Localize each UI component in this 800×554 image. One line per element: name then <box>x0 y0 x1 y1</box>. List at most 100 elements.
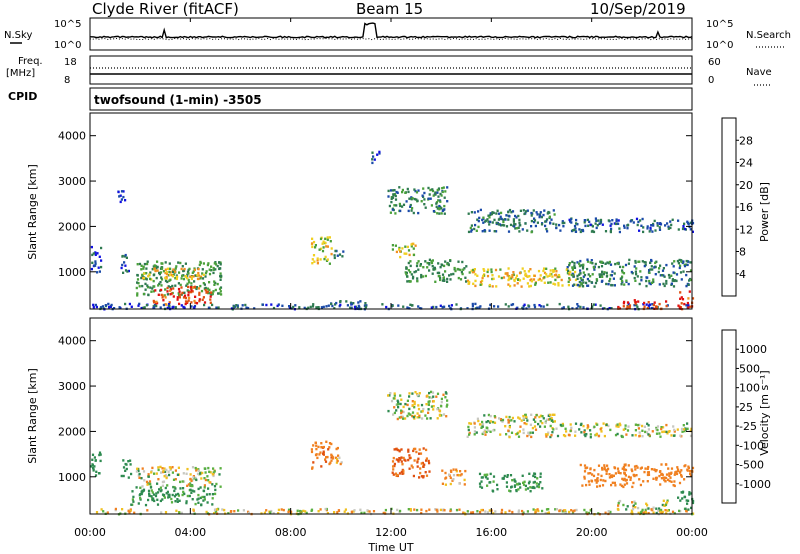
heatmap-cell <box>219 275 222 278</box>
heatmap-cell <box>391 208 394 211</box>
heatmap-cell <box>603 466 606 469</box>
heatmap-cell <box>627 282 630 286</box>
heatmap-cell <box>485 420 488 424</box>
heatmap-cell <box>378 152 381 155</box>
heatmap-cell <box>573 228 576 231</box>
heatmap-cell <box>397 406 400 409</box>
heatmap-cell <box>129 463 132 466</box>
heatmap-cell <box>574 434 577 437</box>
heatmap-cell <box>689 305 692 308</box>
y-tick-label: 1000 <box>58 471 86 484</box>
heatmap-cell <box>466 307 469 310</box>
heatmap-cell <box>568 277 571 280</box>
heatmap-cell <box>605 275 608 278</box>
heatmap-cell <box>202 282 205 285</box>
heatmap-cell <box>528 480 531 483</box>
heatmap-cell <box>664 480 667 483</box>
heatmap-cell <box>393 394 396 397</box>
heatmap-cell <box>505 214 508 217</box>
heatmap-cell <box>419 264 422 267</box>
heatmap-cell <box>94 253 97 256</box>
heatmap-cell <box>519 209 522 212</box>
heatmap-cell <box>185 284 188 287</box>
heatmap-cell <box>435 201 439 204</box>
heatmap-cell <box>582 265 585 268</box>
heatmap-cell <box>549 272 552 276</box>
heatmap-cell <box>508 435 511 439</box>
heatmap-cell <box>612 474 615 477</box>
heatmap-cell <box>389 189 393 192</box>
heatmap-cell <box>428 391 431 395</box>
heatmap-cell <box>409 508 412 511</box>
heatmap-cell <box>164 511 168 514</box>
heatmap-cell <box>497 275 501 278</box>
heatmap-cell <box>408 456 411 460</box>
heatmap-cell <box>596 224 599 227</box>
heatmap-cell <box>651 230 654 233</box>
heatmap-cell <box>92 252 95 255</box>
heatmap-cell <box>583 470 587 473</box>
heatmap-cell <box>142 470 146 473</box>
heatmap-cell <box>191 498 194 501</box>
heatmap-cell <box>507 267 510 270</box>
heatmap-cell <box>507 210 510 214</box>
heatmap-cell <box>442 276 445 279</box>
heatmap-cell <box>667 225 670 228</box>
heatmap-cell <box>136 263 139 266</box>
heatmap-cell <box>203 495 206 499</box>
heatmap-cell <box>660 508 663 512</box>
heatmap-cell <box>605 469 608 473</box>
heatmap-cell <box>265 509 268 512</box>
heatmap-cell <box>617 470 620 473</box>
heatmap-cell <box>660 472 663 476</box>
heatmap-cell <box>685 259 688 263</box>
heatmap-cell <box>641 429 644 432</box>
heatmap-cell <box>647 512 650 515</box>
heatmap-cell <box>393 189 396 192</box>
heatmap-cell <box>146 286 150 289</box>
heatmap-cell <box>203 467 206 470</box>
heatmap-cell <box>450 304 453 307</box>
heatmap-cell <box>574 227 577 230</box>
heatmap-cell <box>492 277 495 280</box>
heatmap-cell <box>428 508 431 511</box>
heatmap-cell <box>669 476 672 479</box>
heatmap-cell <box>638 435 641 438</box>
heatmap-cell <box>407 261 410 265</box>
heatmap-cell <box>648 269 651 272</box>
heatmap-cell <box>513 279 516 283</box>
heatmap-cell <box>208 268 211 271</box>
heatmap-cell <box>452 272 455 276</box>
heatmap-cell <box>518 218 521 222</box>
heatmap-cell <box>610 474 613 478</box>
heatmap-cell <box>622 428 625 431</box>
heatmap-cell <box>157 284 160 287</box>
heatmap-cell <box>414 391 417 394</box>
heatmap-cell <box>394 194 397 198</box>
heatmap-cell <box>647 301 650 304</box>
heatmap-cell <box>655 478 658 481</box>
heatmap-cell <box>137 469 140 473</box>
heatmap-cell <box>182 277 186 281</box>
heatmap-cell <box>578 273 581 276</box>
heatmap-cell <box>394 198 398 201</box>
heatmap-cell <box>312 254 316 257</box>
heatmap-cell <box>164 473 167 477</box>
heatmap-cell <box>467 425 470 429</box>
heatmap-cell <box>318 248 321 251</box>
heatmap-cell <box>510 431 514 434</box>
heatmap-cell <box>151 268 154 271</box>
heatmap-cell <box>528 472 531 475</box>
heatmap-cell <box>650 258 653 262</box>
heatmap-cell <box>156 503 160 506</box>
heatmap-cell <box>494 268 498 272</box>
heatmap-cell <box>534 510 537 513</box>
heatmap-cell <box>430 405 433 408</box>
heatmap-cell <box>404 245 407 248</box>
heatmap-cell <box>555 508 558 511</box>
heatmap-cell <box>654 273 657 276</box>
heatmap-cell <box>400 456 403 459</box>
heatmap-cell <box>679 499 682 502</box>
heatmap-cell <box>416 392 419 396</box>
heatmap-cell <box>392 465 395 468</box>
